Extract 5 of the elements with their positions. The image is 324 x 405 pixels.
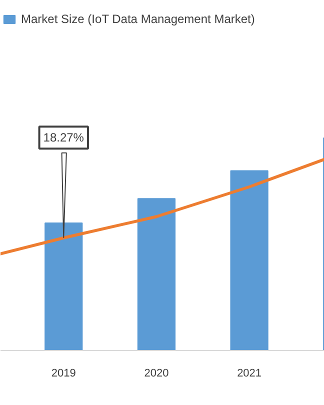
legend-label: Market Size (IoT Data Management Market)	[21, 12, 255, 26]
x-tick-label: 2021	[237, 368, 262, 380]
x-tick-label: 2019	[51, 368, 76, 380]
x-tick-label: 2020	[144, 368, 169, 380]
annotation: 18.27%	[43, 130, 84, 145]
